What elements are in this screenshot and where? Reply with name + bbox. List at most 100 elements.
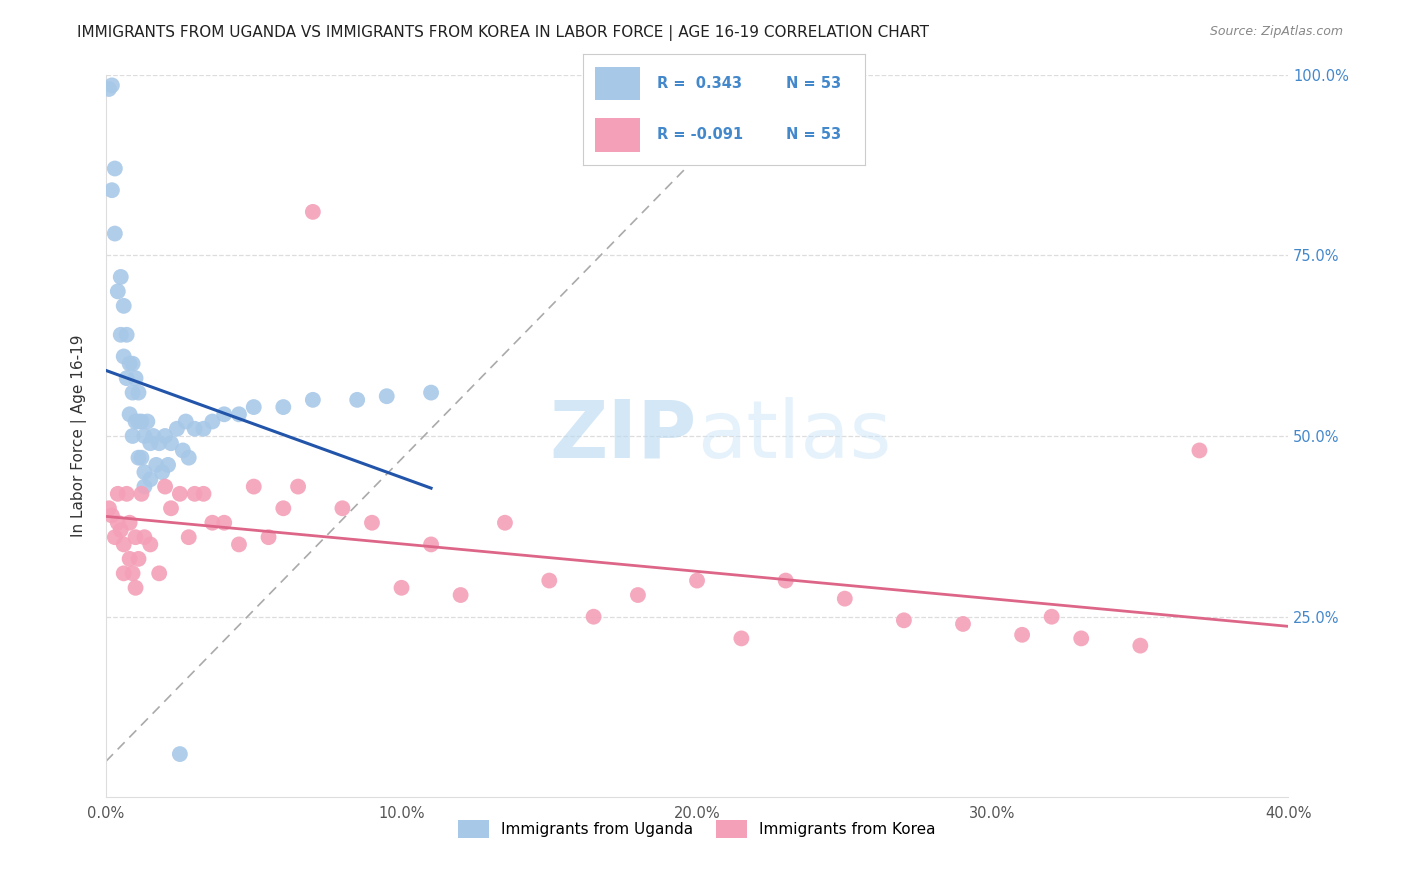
Y-axis label: In Labor Force | Age 16-19: In Labor Force | Age 16-19 [72, 334, 87, 537]
Point [775, 574, 797, 588]
Point [121, 357, 143, 371]
Point [142, 429, 165, 443]
Point [134, 530, 156, 544]
Point [538, 574, 561, 588]
Point [172, 443, 194, 458]
Point [153, 429, 176, 443]
Text: N = 53: N = 53 [786, 128, 841, 143]
Point [183, 487, 205, 501]
Point [118, 357, 141, 371]
Point [115, 371, 138, 385]
Point [115, 327, 138, 342]
Point [242, 400, 264, 414]
Point [212, 516, 235, 530]
FancyBboxPatch shape [595, 119, 640, 152]
Point [118, 407, 141, 421]
Point [730, 632, 752, 646]
Point [107, 516, 129, 530]
Point [112, 350, 135, 364]
Point [148, 436, 170, 450]
Point [104, 227, 127, 241]
Point [134, 465, 156, 479]
Point [128, 552, 150, 566]
Point [134, 429, 156, 443]
Point [101, 508, 124, 523]
Point [361, 516, 384, 530]
Point [302, 392, 325, 407]
Point [118, 516, 141, 530]
Point [893, 613, 915, 627]
Point [193, 487, 215, 501]
Point [160, 436, 183, 450]
Point [107, 285, 129, 299]
Point [104, 161, 127, 176]
Point [124, 581, 146, 595]
Text: atlas: atlas [697, 397, 891, 475]
Point [124, 530, 146, 544]
Point [686, 574, 709, 588]
Point [139, 537, 162, 551]
Point [131, 415, 153, 429]
Point [375, 389, 398, 403]
Point [420, 385, 443, 400]
Point [131, 487, 153, 501]
Point [582, 609, 605, 624]
Text: R =  0.343: R = 0.343 [657, 76, 741, 91]
Point [139, 472, 162, 486]
Point [134, 480, 156, 494]
Point [302, 205, 325, 219]
Point [271, 501, 294, 516]
Point [112, 566, 135, 581]
Text: ZIP: ZIP [550, 397, 697, 475]
Point [177, 530, 200, 544]
Point [174, 415, 197, 429]
Point [193, 422, 215, 436]
Point [128, 450, 150, 465]
Point [271, 400, 294, 414]
Point [136, 415, 159, 429]
Point [145, 458, 167, 472]
Point [287, 480, 309, 494]
Point [228, 407, 250, 421]
Point [169, 747, 191, 761]
Point [97, 501, 120, 516]
Point [112, 537, 135, 551]
Point [97, 82, 120, 96]
Point [150, 465, 173, 479]
Point [115, 487, 138, 501]
Legend: Immigrants from Uganda, Immigrants from Korea: Immigrants from Uganda, Immigrants from … [453, 814, 942, 844]
Point [420, 537, 443, 551]
Point [124, 371, 146, 385]
Text: Source: ZipAtlas.com: Source: ZipAtlas.com [1209, 25, 1343, 38]
Point [212, 407, 235, 421]
Point [118, 552, 141, 566]
Point [110, 523, 132, 537]
Point [177, 450, 200, 465]
Point [450, 588, 472, 602]
Point [834, 591, 856, 606]
Point [169, 487, 191, 501]
Point [494, 516, 516, 530]
Point [627, 588, 650, 602]
Point [201, 516, 224, 530]
Point [166, 422, 188, 436]
Point [1040, 609, 1063, 624]
Point [183, 422, 205, 436]
Point [121, 385, 143, 400]
Point [107, 487, 129, 501]
Point [346, 392, 368, 407]
Point [101, 183, 124, 197]
Point [112, 299, 135, 313]
Point [157, 458, 180, 472]
Point [148, 566, 170, 581]
Point [121, 566, 143, 581]
Point [128, 415, 150, 429]
Point [160, 501, 183, 516]
Point [1011, 628, 1033, 642]
Point [139, 436, 162, 450]
Point [110, 269, 132, 284]
Point [104, 530, 127, 544]
Point [952, 616, 974, 631]
Point [201, 415, 224, 429]
Point [257, 530, 280, 544]
